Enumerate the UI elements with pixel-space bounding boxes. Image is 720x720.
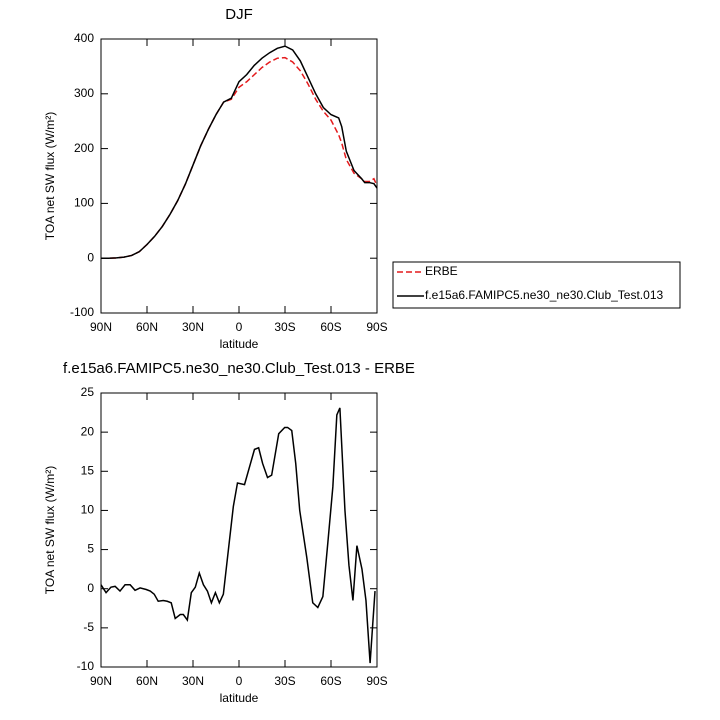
- x-tick-label: 90N: [90, 674, 112, 688]
- y-tick-label: 25: [81, 385, 95, 399]
- legend-box: [392, 261, 681, 309]
- x-axis-label: latitude: [220, 691, 259, 705]
- legend: ERBE f.e15a6.FAMIPC5.ne30_ne30.Club_Test.…: [392, 261, 681, 309]
- x-tick-label: 60S: [320, 320, 341, 334]
- x-tick-label: 0: [236, 674, 243, 688]
- x-tick-label: 30S: [274, 674, 295, 688]
- y-tick-label: 10: [81, 503, 95, 517]
- y-tick-label: 300: [74, 86, 94, 100]
- y-tick-label: 5: [87, 542, 94, 556]
- y-tick-label: 400: [74, 31, 94, 45]
- x-tick-label: 0: [236, 320, 243, 334]
- y-axis-label: TOA net SW flux (W/m²): [43, 112, 57, 240]
- legend-label: f.e15a6.FAMIPC5.ne30_ne30.Club_Test.013: [425, 288, 663, 302]
- chart-title: DJF: [225, 6, 253, 23]
- x-tick-label: 60N: [136, 674, 158, 688]
- x-axis-label: latitude: [220, 337, 259, 351]
- x-tick-label: 30S: [274, 320, 295, 334]
- data-line: [101, 56, 378, 259]
- y-tick-label: 0: [87, 250, 94, 264]
- y-tick-label: 200: [74, 141, 94, 155]
- x-tick-label: 90S: [366, 320, 387, 334]
- plot-frame: [100, 392, 378, 668]
- x-tick-label: 60S: [320, 674, 341, 688]
- chart-title: f.e15a6.FAMIPC5.ne30_ne30.Club_Test.013 …: [63, 360, 415, 377]
- data-line: [101, 45, 378, 259]
- plot-frame: [100, 38, 378, 314]
- legend-label: ERBE: [425, 264, 458, 278]
- x-tick-label: 60N: [136, 320, 158, 334]
- y-tick-label: -5: [83, 620, 94, 634]
- x-tick-label: 30N: [182, 320, 204, 334]
- x-tick-label: 90S: [366, 674, 387, 688]
- y-tick-label: -100: [70, 305, 94, 319]
- data-line: [100, 407, 376, 664]
- y-tick-label: 100: [74, 196, 94, 210]
- y-tick-label: 20: [81, 424, 95, 438]
- y-tick-label: 15: [81, 463, 95, 477]
- y-tick-label: 0: [87, 581, 94, 595]
- y-tick-label: -10: [77, 659, 95, 673]
- x-tick-label: 90N: [90, 320, 112, 334]
- y-axis-label: TOA net SW flux (W/m²): [43, 466, 57, 594]
- x-tick-label: 30N: [182, 674, 204, 688]
